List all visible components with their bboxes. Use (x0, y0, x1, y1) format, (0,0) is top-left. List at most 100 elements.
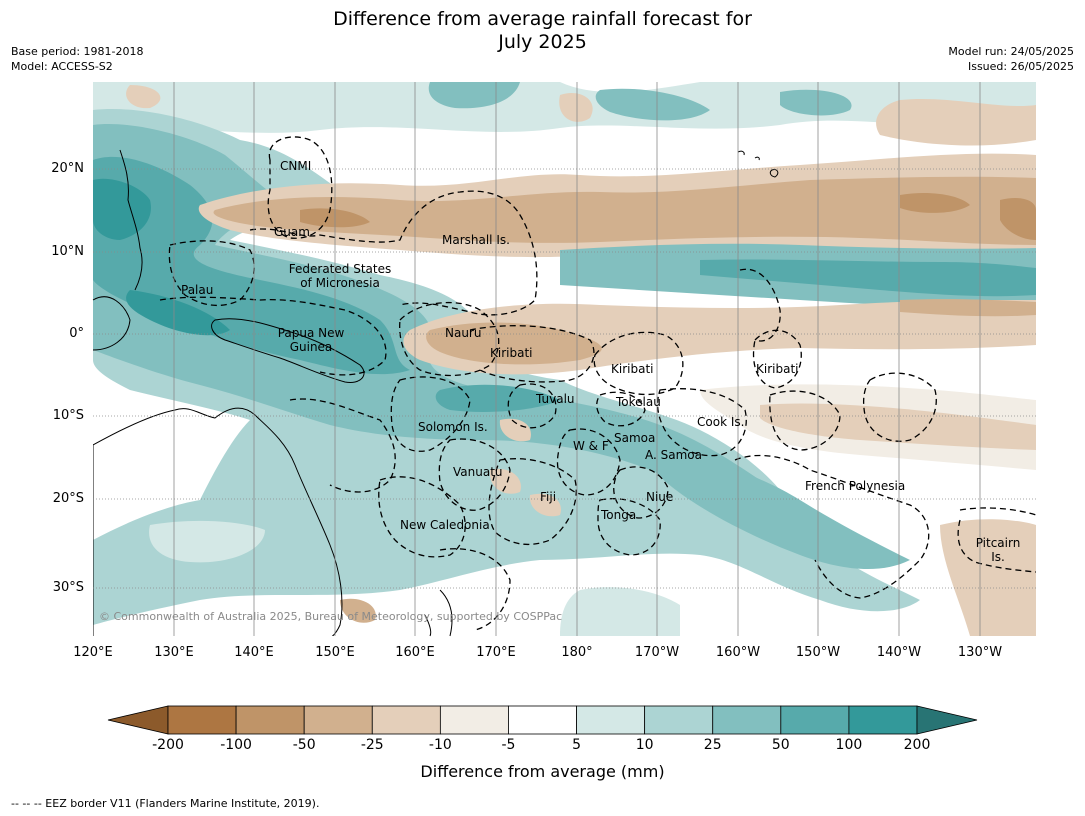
region-label: Marshall Is. (442, 233, 510, 247)
issued-date: Issued: 26/05/2025 (967, 60, 1074, 73)
region-label: CNMI (280, 159, 312, 173)
model-run: Model run: 24/05/2025 (948, 45, 1074, 58)
lon-label: 140°E (234, 645, 274, 660)
colorbar (107, 705, 978, 735)
colorbar-swatch (167, 705, 237, 735)
colorbar-swatch (508, 705, 577, 735)
colorbar-tick-label: -25 (360, 737, 384, 753)
eez-borders (159, 136, 1036, 631)
region-label: Fiji (540, 490, 557, 504)
region-label: Kiribati (756, 362, 799, 376)
colorbar-swatch (439, 705, 509, 735)
lon-label: 130°W (957, 645, 1003, 660)
lon-label: 170°E (476, 645, 516, 660)
model-name: Model: ACCESS-S2 (11, 60, 113, 73)
colorbar-tick-label: -10 (428, 737, 452, 753)
region-label: Federated States of Micronesia (288, 262, 392, 290)
lon-label: 150°W (795, 645, 841, 660)
region-label: Niue (646, 490, 674, 504)
colorbar-tick-label: -5 (501, 737, 516, 753)
region-label: Vanuatu (453, 465, 503, 479)
lon-label: 170°W (634, 645, 680, 660)
metadata-right: Model run: 24/05/2025 Issued: 26/05/2025 (948, 44, 1074, 74)
lat-label: 20°S (52, 491, 84, 506)
lon-label: 160°W (715, 645, 761, 660)
region-label: Tonga (601, 508, 637, 522)
copyright-notice: © Commonwealth of Australia 2025, Bureau… (99, 610, 563, 623)
southeast-dry-corner (940, 519, 1036, 636)
lat-label: 30°S (52, 580, 84, 595)
new-guinea-coastline (211, 318, 365, 384)
colorbar-tick-label: 5 (572, 737, 581, 753)
colorbar-extend-low (107, 705, 169, 735)
colorbar-tick-label: -100 (220, 737, 252, 753)
region-label: Tuvalu (536, 392, 575, 406)
lon-label: 180° (561, 645, 593, 660)
colorbar-extend-high (916, 705, 978, 735)
region-label: Kiribati (611, 362, 654, 376)
new-zealand-coastline (424, 589, 453, 637)
region-label: W & F (573, 439, 609, 453)
southwest-dry-patches (489, 418, 561, 517)
region-label: Palau (181, 283, 214, 297)
colorbar-swatch (848, 705, 918, 735)
colorbar-swatch (576, 705, 646, 735)
lon-label: 130°E (154, 645, 194, 660)
lon-label: 160°E (395, 645, 435, 660)
lat-label: 10°S (52, 408, 84, 423)
title-line-1: Difference from average rainfall forecas… (333, 8, 752, 30)
philippines-coastline (119, 149, 143, 291)
lon-label: 150°E (315, 645, 355, 660)
region-label: Cook Is. (697, 415, 745, 429)
region-label: Guam (274, 225, 310, 239)
colorbar-tick-label: 100 (835, 737, 863, 753)
equatorial-dry-core (426, 299, 1036, 365)
colorbar-title: Difference from average (mm) (420, 762, 665, 781)
colorbar-swatch (235, 705, 305, 735)
region-label: A. Samoa (645, 448, 702, 462)
base-period: Base period: 1981-2018 (11, 45, 144, 58)
eez-footnote: -- -- -- EEZ border V11 (Flanders Marine… (11, 797, 320, 810)
australia-coastline (93, 407, 343, 636)
region-label: French Polynesia (805, 479, 906, 493)
hawaii-coastline (737, 150, 779, 178)
map-field (93, 82, 1036, 636)
map-title: Difference from average rainfall forecas… (0, 8, 1085, 54)
title-line-2: July 2025 (498, 31, 587, 53)
north-patches-green (428, 82, 852, 121)
region-label: Samoa (614, 431, 656, 445)
colorbar-swatch (712, 705, 782, 735)
north-dry-mid (213, 176, 1036, 245)
colorbar-tick-label: 50 (771, 737, 790, 753)
itcz-wet-core (700, 259, 1036, 297)
colorbar-swatch (371, 705, 441, 735)
region-label: Pitcairn Is. (975, 536, 1021, 564)
colorbar-swatch (303, 705, 373, 735)
southwest-brown-patch (340, 598, 376, 623)
west-wet-mid (93, 124, 791, 525)
region-label: Nauru (445, 326, 482, 340)
graticule (93, 82, 1036, 636)
lat-label: 10°N (51, 244, 84, 259)
region-label: Kiribati (490, 346, 533, 360)
colorbar-tick-label: 10 (635, 737, 654, 753)
west-wet-core (93, 178, 230, 336)
colorbar-swatch (780, 705, 850, 735)
north-patches-brown (126, 85, 1036, 146)
lat-label: 0° (69, 326, 84, 341)
southeast-wet-band (640, 440, 910, 570)
lat-label: 20°N (51, 161, 84, 176)
colorbar-swatch (644, 705, 714, 735)
region-label: Tokelau (616, 395, 661, 409)
region-label: Papua New Guinea (277, 326, 345, 354)
region-label: Solomon Is. (418, 420, 488, 434)
south-wet-light (149, 520, 680, 636)
lon-label: 140°W (876, 645, 922, 660)
colorbar-tick-label: -50 (292, 737, 316, 753)
colorbar-tick-label: 200 (903, 737, 931, 753)
lon-label: 120°E (73, 645, 113, 660)
colorbar-tick-label: -200 (152, 737, 184, 753)
colorbar-tick-label: 25 (703, 737, 722, 753)
metadata-left: Base period: 1981-2018 Model: ACCESS-S2 (11, 44, 143, 74)
